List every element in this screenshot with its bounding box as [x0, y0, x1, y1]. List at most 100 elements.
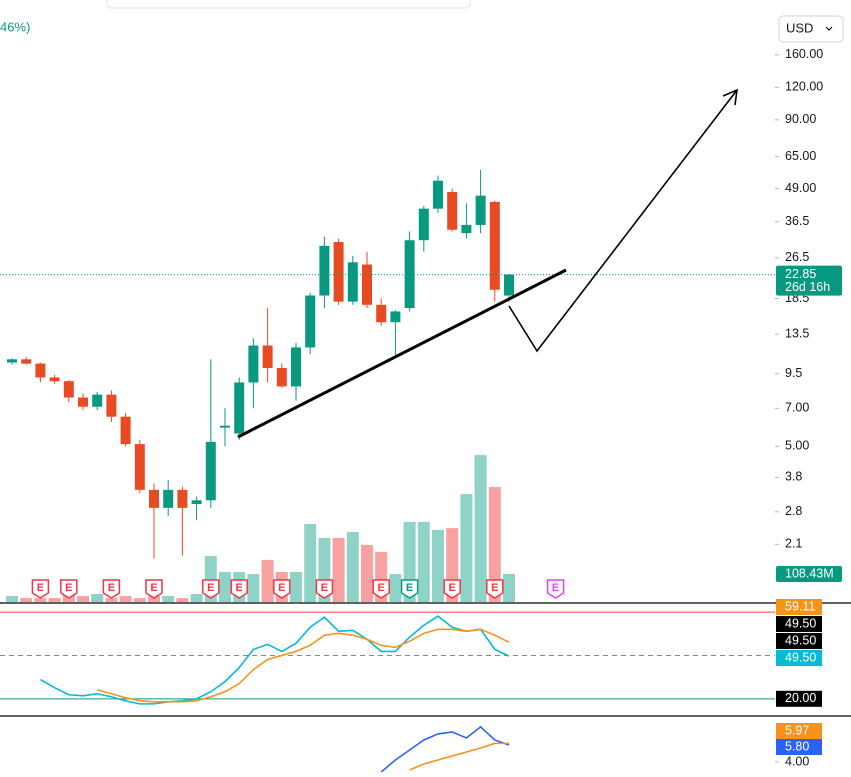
y-tick-label: 7.00 [785, 401, 809, 415]
earnings-marker [145, 579, 163, 599]
projection-arrow [508, 89, 738, 353]
y-tick-label: 120.00 [785, 80, 823, 94]
volume-bar [304, 524, 317, 602]
volume-bar [105, 598, 118, 602]
scale-label-box [776, 650, 822, 666]
volume-bar [119, 596, 132, 602]
earnings-label: E [449, 582, 456, 594]
volume-bar [176, 598, 189, 602]
dropdown-chevron[interactable] [825, 26, 833, 31]
volume-bar [20, 598, 33, 602]
indicator-line [409, 742, 509, 771]
candle-body [149, 489, 159, 508]
volume-label: 108.43M [785, 566, 834, 580]
earnings-label: E [278, 582, 285, 594]
earnings-marker [31, 579, 50, 599]
last-price-box [776, 265, 842, 296]
candle-body [220, 425, 230, 428]
candle-body [347, 262, 358, 302]
earnings-label: E [207, 582, 214, 594]
volume-bar [247, 574, 260, 602]
y-tick-label: 2.8 [785, 504, 802, 518]
candle-body [489, 201, 500, 290]
candle-body [49, 377, 60, 382]
volume-bar [361, 544, 373, 602]
y-tick-label: 3.8 [785, 470, 802, 484]
volume-bar [290, 572, 302, 602]
y-tick-label: 160.00 [785, 47, 823, 61]
y-tick-label: 90.00 [785, 112, 816, 126]
volume-bar [503, 573, 515, 602]
candle-body [134, 444, 145, 490]
earnings-marker [546, 579, 565, 599]
earnings-label: E [406, 582, 413, 594]
y-tick-label: 36.5 [785, 214, 809, 228]
earnings-label: E [378, 582, 385, 594]
candle-body [333, 242, 344, 302]
candle-body [433, 180, 443, 209]
trend-line [237, 268, 567, 439]
volume-bar [6, 596, 18, 602]
candle-body [319, 245, 330, 296]
countdown-label: 26d 16h [785, 280, 830, 294]
y-tick-label: 2.1 [785, 537, 802, 551]
candle-body [248, 345, 259, 383]
candle-body [35, 363, 46, 378]
scale-label-box [776, 599, 822, 615]
candle-body [120, 416, 131, 445]
currency-select[interactable] [778, 15, 844, 43]
earnings-marker [230, 579, 248, 599]
volume-bar [162, 596, 175, 602]
candle-body [106, 394, 117, 417]
candle-body [390, 311, 401, 323]
earnings-label: E [65, 582, 72, 594]
candle-body [305, 295, 316, 348]
volume-bar [133, 598, 146, 602]
currency-label[interactable]: USD [786, 20, 813, 35]
y-tick-label: 9.5 [785, 366, 802, 380]
volume-bar [389, 574, 402, 602]
earnings-marker [60, 579, 78, 599]
earnings-marker [372, 579, 390, 599]
indicator-line [380, 725, 510, 773]
plot-layer: 160.00120.0090.0065.0049.0036.526.518.51… [0, 47, 842, 773]
earnings-marker [273, 579, 291, 599]
earnings-label: E [37, 582, 44, 594]
volume-bar [148, 596, 160, 602]
candle-body [276, 368, 287, 387]
volume-bar [488, 487, 501, 602]
candle-body [504, 274, 514, 296]
scale-label-box [776, 633, 822, 649]
volume-bar [34, 598, 47, 602]
scale-label-box [776, 723, 822, 739]
candle-body [376, 304, 387, 323]
volume-bar [261, 559, 274, 602]
y-tick-label: 49.00 [785, 181, 816, 195]
y-tick-label: 4.00 [785, 754, 809, 768]
scale-label-box [776, 739, 822, 755]
earnings-marker [315, 579, 334, 599]
candle-body [447, 192, 458, 230]
scale-label: 49.50 [785, 650, 816, 664]
earnings-marker [102, 579, 121, 599]
candle-body [291, 347, 301, 387]
candle-body [475, 195, 486, 225]
volume-bar [219, 572, 231, 602]
toolbar-popup [106, 0, 471, 9]
earnings-label: E [150, 582, 157, 594]
earnings-label: E [236, 582, 243, 594]
candle-body [63, 381, 74, 398]
candle-body [177, 489, 188, 508]
candle-body [163, 489, 174, 508]
scale-label: 49.50 [785, 616, 816, 630]
scale-label-box [776, 616, 822, 632]
y-tick-label: 65.00 [785, 149, 816, 163]
y-tick-label: 13.5 [785, 326, 809, 340]
volume-bar [460, 494, 473, 602]
candle-body [362, 264, 372, 305]
volume-bar [432, 529, 444, 602]
candle-body [7, 359, 17, 363]
volume-bar [190, 593, 203, 602]
earnings-label: E [321, 582, 328, 594]
